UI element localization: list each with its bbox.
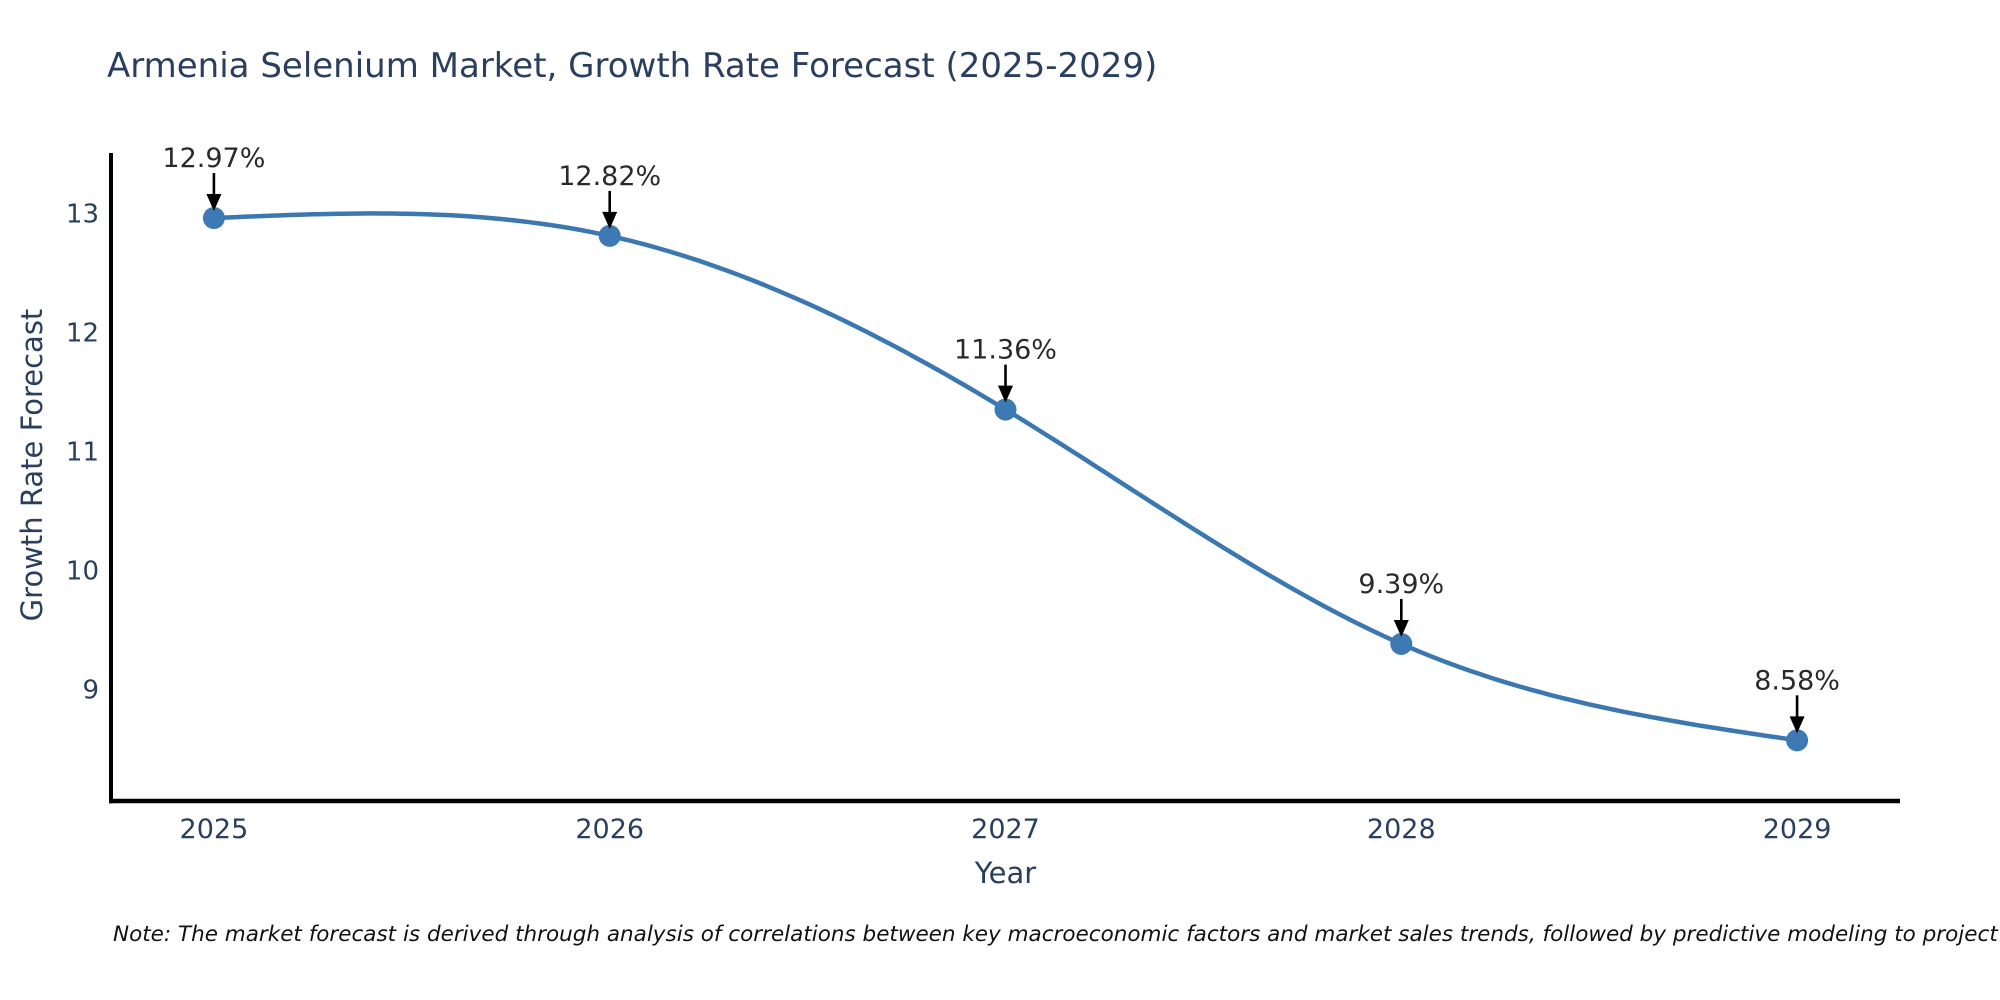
y-tick-label: 9 <box>82 675 99 705</box>
point-value-label: 9.39% <box>1358 569 1444 600</box>
point-value-label: 11.36% <box>954 335 1057 366</box>
data-point-marker <box>598 224 621 247</box>
annotation-arrowhead <box>602 211 618 229</box>
x-tick-label: 2029 <box>1763 814 1832 845</box>
x-tick-label: 2028 <box>1367 814 1436 845</box>
annotation-arrowhead <box>998 385 1013 403</box>
y-tick-label: 11 <box>66 437 99 467</box>
footnote: Note: The market forecast is derived thr… <box>113 922 2000 947</box>
y-tick-label: 10 <box>66 556 99 586</box>
y-tick-label: 12 <box>66 318 99 348</box>
x-tick-label: 2026 <box>575 814 644 845</box>
data-point-marker <box>202 207 225 230</box>
x-axis-title: Year <box>974 856 1037 890</box>
annotation-arrowhead <box>206 194 222 212</box>
y-tick-label: 13 <box>66 199 99 229</box>
point-value-label: 12.97% <box>162 143 265 174</box>
data-point-marker <box>994 398 1017 421</box>
x-tick-label: 2027 <box>971 814 1040 845</box>
y-axis-title: Growth Rate Forecast <box>15 308 49 622</box>
data-point-marker <box>1786 729 1809 752</box>
annotation-arrowhead <box>1393 619 1409 637</box>
annotation-arrowhead <box>1789 716 1805 734</box>
trend-line <box>211 211 1800 743</box>
data-point-marker <box>1390 632 1413 655</box>
point-value-label: 8.58% <box>1754 665 1840 696</box>
x-tick-label: 2025 <box>180 814 249 845</box>
point-value-label: 12.82% <box>558 161 661 192</box>
chart-title: Armenia Selenium Market, Growth Rate For… <box>107 46 1158 86</box>
